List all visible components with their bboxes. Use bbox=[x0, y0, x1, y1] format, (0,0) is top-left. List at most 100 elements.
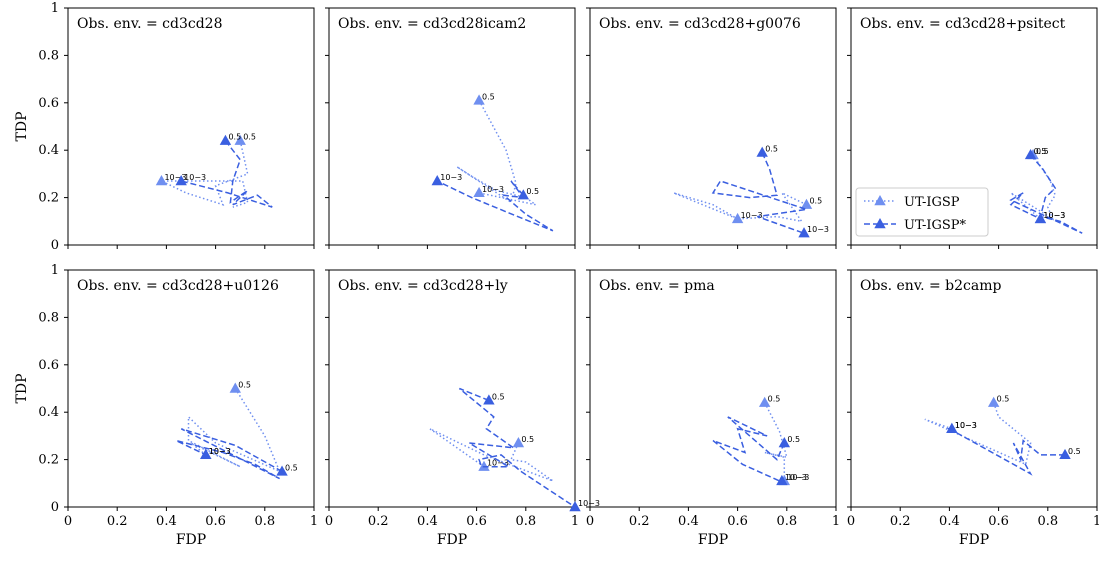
marker-ut-igsp-star bbox=[798, 227, 810, 238]
y-tick-label: 0.4 bbox=[38, 143, 59, 158]
marker-annotation: 0.5 bbox=[809, 197, 822, 206]
plot-frame bbox=[850, 7, 1098, 246]
marker-annotation: 10−3 bbox=[184, 173, 206, 182]
marker-ut-igsp-star bbox=[200, 448, 212, 460]
panel-title: Obs. env. = cd3cd28+ly bbox=[338, 278, 508, 294]
marker-ut-igsp-star bbox=[517, 189, 530, 200]
marker-ut-igsp-star bbox=[778, 437, 791, 448]
marker-ut-igsp bbox=[155, 175, 168, 186]
marker-ut-igsp bbox=[987, 396, 1000, 407]
marker-ut-igsp-star bbox=[276, 465, 288, 476]
panel-title: Obs. env. = cd3cd28+u0126 bbox=[77, 278, 279, 294]
marker-annotation: 10−3 bbox=[787, 473, 809, 482]
panel-3: Obs. env. = cd3cd28+g0076 0.5 10−3 0.5 10−3 bbox=[586, 7, 837, 249]
marker-ut-igsp bbox=[731, 212, 744, 224]
x-tick-label: 0.2 bbox=[629, 514, 650, 529]
x-tick-label: 0.2 bbox=[107, 514, 128, 529]
x-tick-label: 1 bbox=[1093, 514, 1099, 529]
y-tick-label: 0.6 bbox=[38, 96, 59, 111]
marker-annotation: 0.5 bbox=[1036, 147, 1049, 156]
marker-ut-igsp-star bbox=[756, 146, 768, 157]
x-tick-label: 0 bbox=[847, 514, 855, 529]
plot-frame bbox=[67, 7, 315, 246]
series-line-ut-igsp-star bbox=[175, 428, 283, 480]
y-tick-label: 0.6 bbox=[38, 358, 59, 373]
panel-title: Obs. env. = b2camp bbox=[860, 278, 1001, 294]
panel-7: 0 0.2 0.4 0.6 0.8 1 FDP Obs. env. = pma 0.5 10−3 0… bbox=[586, 269, 840, 548]
marker-annotation: 10−3 bbox=[482, 185, 504, 194]
series-line-ut-igsp bbox=[187, 388, 282, 473]
series-line-ut-igsp bbox=[673, 190, 807, 223]
x-tick-label: 0.4 bbox=[156, 514, 177, 529]
marker-annotation: 0.5 bbox=[238, 381, 251, 390]
marker-annotation: 10−3 bbox=[487, 459, 509, 468]
marker-annotation: 10−3 bbox=[209, 447, 231, 456]
panel-title: Obs. env. = cd3cd28 bbox=[77, 16, 222, 32]
marker-ut-igsp bbox=[473, 94, 485, 105]
x-tick-label: 0.4 bbox=[939, 514, 960, 529]
marker-annotation: 10−3 bbox=[807, 225, 829, 234]
series-line-ut-igsp bbox=[456, 100, 537, 206]
x-tick-label: 0 bbox=[64, 514, 72, 529]
marker-ut-igsp-star bbox=[431, 175, 443, 186]
x-axis-title: FDP bbox=[176, 532, 206, 548]
series-line-ut-igsp-star bbox=[458, 387, 575, 507]
y-tick-label: 1 bbox=[51, 263, 59, 278]
x-tick-label: 0.2 bbox=[368, 514, 389, 529]
legend-box bbox=[855, 187, 989, 237]
series-line-ut-igsp bbox=[924, 402, 1032, 466]
series-line-ut-igsp-star bbox=[946, 428, 1065, 476]
marker-ut-igsp bbox=[229, 382, 241, 393]
marker-annotation: 0.5 bbox=[765, 145, 778, 154]
y-tick-label: 0.2 bbox=[38, 191, 59, 206]
y-axis-title: TDP bbox=[14, 112, 30, 142]
marker-annotation: 10−3 bbox=[785, 473, 807, 482]
marker-ut-igsp-star bbox=[483, 394, 495, 405]
series-line-ut-igsp-star bbox=[181, 140, 273, 208]
x-axis-title: FDP bbox=[959, 532, 989, 548]
y-tick-label: 0 bbox=[51, 500, 59, 515]
y-tick-label: 0.8 bbox=[38, 48, 59, 63]
marker-ut-igsp bbox=[800, 198, 813, 209]
y-tick-label: 0.4 bbox=[38, 405, 59, 420]
x-tick-label: 1 bbox=[571, 514, 579, 529]
marker-ut-igsp-star bbox=[175, 175, 187, 186]
marker-annotation: 10−3 bbox=[209, 447, 231, 456]
marker-ut-igsp-star bbox=[219, 134, 232, 145]
x-tick-label: 0.8 bbox=[254, 514, 275, 529]
marker-annotation: 0.5 bbox=[997, 395, 1010, 404]
panel-title: Obs. env. = cd3cd28+psitect bbox=[860, 16, 1066, 32]
legend-marker bbox=[874, 195, 886, 206]
x-tick-label: 0.8 bbox=[776, 514, 797, 529]
marker-ut-igsp bbox=[234, 134, 246, 145]
y-tick-label: 1 bbox=[51, 1, 59, 16]
x-axis-title: FDP bbox=[437, 532, 467, 548]
series-line-ut-igsp bbox=[764, 402, 788, 481]
marker-ut-igsp-star bbox=[569, 501, 581, 512]
series-line-ut-igsp-star bbox=[711, 152, 807, 234]
marker-ut-igsp bbox=[758, 396, 771, 407]
plot-frame bbox=[328, 7, 576, 246]
marker-annotation: 10−3 bbox=[1043, 211, 1065, 220]
x-tick-label: 0 bbox=[586, 514, 594, 529]
series-line-ut-igsp-star bbox=[1009, 154, 1083, 234]
panel-5: 00 0.2 0.2 0.4 0.4 0.6 0.6 0.8 0.8 1 1 FDP TDP Obs. e… bbox=[14, 263, 318, 548]
x-axis-title: FDP bbox=[698, 532, 728, 548]
marker-annotation: 0.5 bbox=[482, 92, 495, 101]
x-tick-label: 0.4 bbox=[417, 514, 438, 529]
marker-annotation: 10−3 bbox=[164, 173, 186, 182]
marker-ut-igsp-star bbox=[1059, 448, 1071, 460]
x-tick-label: 0.8 bbox=[1037, 514, 1058, 529]
marker-annotation: 10−3 bbox=[440, 173, 462, 182]
panel-4: Obs. env. = cd3cd28+psitect0.510−30.510−… bbox=[847, 7, 1098, 249]
marker-ut-igsp-star bbox=[1034, 212, 1047, 224]
panel-1: 0 0.2 0.4 0.6 0.8 1 TDP Obs. env. = cd3cd28 0.5 1… bbox=[14, 1, 315, 253]
marker-ut-igsp bbox=[478, 460, 490, 471]
x-tick-label: 1 bbox=[310, 514, 318, 529]
marker-annotation: 0.5 bbox=[285, 463, 298, 472]
marker-annotation: 0.5 bbox=[228, 133, 241, 142]
marker-annotation: 0.5 bbox=[787, 435, 800, 444]
marker-ut-igsp-star bbox=[1024, 148, 1037, 160]
plot-frame bbox=[67, 269, 315, 508]
